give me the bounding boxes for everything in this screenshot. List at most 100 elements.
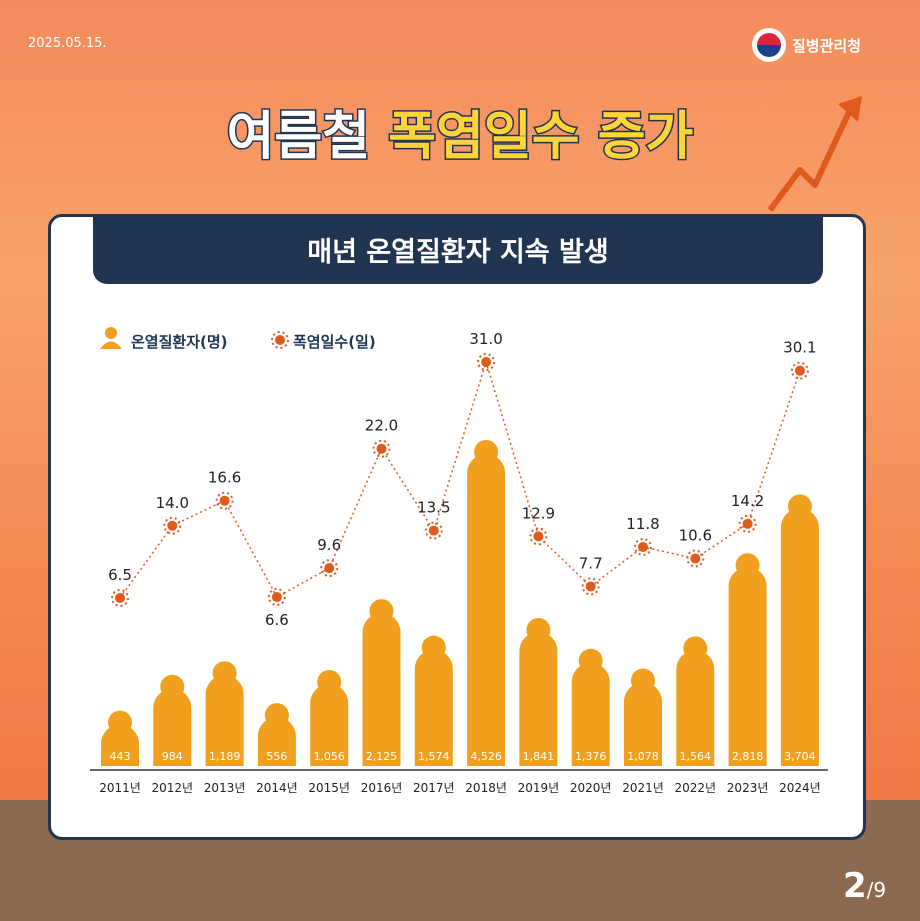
heatwave-point xyxy=(477,353,496,371)
agency-logo: 질병관리청 xyxy=(752,28,861,62)
page-indicator: 2/9 xyxy=(843,866,886,906)
heatwave-point xyxy=(790,361,809,380)
x-tick-label: 2024년 xyxy=(779,781,821,795)
bar-head xyxy=(578,648,603,673)
bar-head xyxy=(526,617,551,642)
agency-name: 질병관리청 xyxy=(792,36,862,55)
heatwave-value-label: 16.6 xyxy=(208,469,241,487)
bar-head xyxy=(683,636,708,661)
date-text: 2025.05.15. xyxy=(28,36,107,51)
bar-value-label: 984 xyxy=(162,750,183,763)
bar-patients xyxy=(780,508,819,766)
page-total: /9 xyxy=(866,878,887,902)
chart-subtitle: 매년 온열질환자 지속 발생 xyxy=(307,237,609,268)
bar-value-label: 1,376 xyxy=(575,750,607,763)
bar-patients xyxy=(310,684,349,766)
x-tick-label: 2015년 xyxy=(308,781,350,795)
x-tick-label: 2017년 xyxy=(413,781,455,795)
heatwave-value-label: 9.6 xyxy=(317,536,341,554)
heatwave-value-label: 6.5 xyxy=(108,566,132,584)
bar-value-label: 443 xyxy=(110,750,131,763)
x-tick-label: 2023년 xyxy=(727,781,769,795)
legend-sun-icon xyxy=(271,331,289,349)
bar-value-label: 2,125 xyxy=(366,750,398,763)
bar-patients xyxy=(205,675,244,766)
bar-head xyxy=(108,710,132,735)
bar-value-label: 1,574 xyxy=(418,750,450,763)
x-tick-label: 2018년 xyxy=(465,781,507,795)
legend-label-heatwave-days: 폭염일수(일) xyxy=(293,333,376,351)
bar-head xyxy=(631,668,655,693)
heatwave-value-label: 12.9 xyxy=(522,504,555,522)
page-current: 2 xyxy=(843,866,867,906)
bar-value-label: 2,818 xyxy=(732,750,764,763)
title-part-3: 증가 xyxy=(596,106,695,169)
heatwave-point xyxy=(529,527,548,546)
heatwave-value-label: 22.0 xyxy=(365,417,398,435)
x-tick-label: 2016년 xyxy=(361,781,403,795)
bar-patients xyxy=(467,454,506,766)
heatwave-point xyxy=(372,439,391,458)
bar-head xyxy=(474,440,499,464)
heatwave-point xyxy=(738,514,757,533)
heatwave-value-label: 6.6 xyxy=(265,611,289,629)
bar-value-label: 4,526 xyxy=(470,750,502,763)
heatwave-value-label: 30.1 xyxy=(783,339,816,357)
x-tick-label: 2019년 xyxy=(518,781,560,795)
heatwave-value-label: 13.5 xyxy=(417,499,450,517)
bar-value-label: 1,189 xyxy=(209,750,241,763)
bar-head xyxy=(317,670,342,695)
bar-value-label: 1,078 xyxy=(627,750,659,763)
heatwave-point xyxy=(267,588,286,607)
bar-head xyxy=(421,635,446,660)
bar-patients xyxy=(257,717,296,766)
bar-head xyxy=(264,703,289,728)
bar-value-label: 3,704 xyxy=(784,750,816,763)
bar-head xyxy=(369,599,394,624)
heatwave-value-label: 14.0 xyxy=(156,494,189,512)
bar-patients xyxy=(676,650,715,766)
heatwave-value-label: 14.2 xyxy=(731,492,764,510)
page-title: 여름철 폭염일수 증가 xyxy=(0,94,920,169)
heatwave-point xyxy=(215,491,234,510)
legend-label-patients: 온열질환자(명) xyxy=(131,333,228,351)
bar-patients xyxy=(624,682,662,766)
heatwave-point xyxy=(634,537,652,556)
x-tick-label: 2022년 xyxy=(675,781,717,795)
title-part-2: 폭염일수 xyxy=(387,106,581,169)
bar-value-label: 1,564 xyxy=(680,750,712,763)
bar-value-label: 1,841 xyxy=(523,750,555,763)
x-tick-label: 2021년 xyxy=(622,781,664,795)
heatwave-point xyxy=(581,577,600,596)
bar-head xyxy=(735,553,760,578)
bar-head xyxy=(787,494,812,519)
legend: 온열질환자(명) 폭염일수(일) xyxy=(100,327,376,351)
heatwave-point xyxy=(424,521,443,540)
bar-patients xyxy=(362,613,401,766)
heatwave-value-label: 7.7 xyxy=(579,554,603,572)
x-tick-label: 2012년 xyxy=(152,781,194,795)
heatwave-point xyxy=(686,549,705,568)
heatwave-point xyxy=(163,516,182,535)
heatwave-value-label: 10.6 xyxy=(679,527,712,545)
subtitle-banner xyxy=(93,214,823,284)
bar-patients xyxy=(414,649,453,766)
bar-head xyxy=(212,661,237,686)
bar-patients xyxy=(101,724,139,766)
heatwave-point xyxy=(111,589,129,607)
x-tick-label: 2013년 xyxy=(204,781,246,795)
heatwave-value-label: 31.0 xyxy=(469,330,502,348)
bar-value-label: 1,056 xyxy=(313,750,345,763)
x-tick-label: 2020년 xyxy=(570,781,612,795)
heatwave-value-label: 11.8 xyxy=(626,515,659,533)
bar-patients xyxy=(519,631,558,766)
x-tick-label: 2011년 xyxy=(99,781,141,795)
bar-head xyxy=(160,674,185,699)
bar-value-label: 556 xyxy=(266,750,287,763)
title-part-1: 여름철 xyxy=(225,106,372,169)
taegeuk-icon xyxy=(752,28,786,62)
bar-patients xyxy=(153,688,192,766)
x-tick-label: 2014년 xyxy=(256,781,298,795)
